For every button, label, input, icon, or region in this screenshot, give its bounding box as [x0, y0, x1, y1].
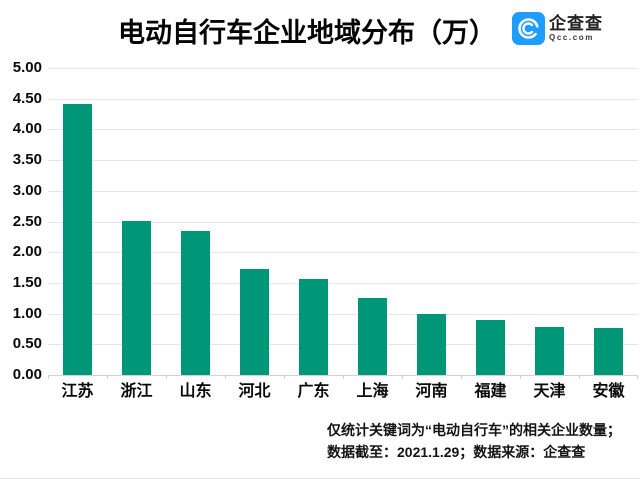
bar-山东 — [181, 231, 210, 375]
y-tick-label: 4.50 — [12, 90, 42, 107]
axis-tick — [520, 375, 521, 379]
qcc-logo-text: 企查查 Qcc.com — [549, 12, 603, 43]
axis-tick — [579, 375, 580, 379]
axis-tick — [225, 375, 226, 379]
qcc-logo-icon — [512, 12, 545, 50]
y-tick-label: 1.50 — [12, 274, 42, 291]
y-tick-label: 0.50 — [12, 335, 42, 352]
bar-天津 — [535, 327, 564, 375]
qcc-logo: 企查查 Qcc.com — [512, 12, 603, 50]
gridline — [48, 252, 638, 253]
bar-福建 — [476, 320, 505, 375]
footnote: 仅统计关键词为“电动自行车”的相关企业数量； 数据截至：2021.1.29；数据… — [327, 419, 621, 463]
x-tick-label: 河北 — [238, 383, 271, 400]
axis-tick — [637, 375, 638, 379]
axis-tick — [48, 375, 49, 379]
x-tick-label: 河南 — [415, 383, 448, 400]
gridline — [48, 344, 638, 345]
bar-江苏 — [63, 104, 92, 375]
axis-tick — [343, 375, 344, 379]
gridline — [48, 129, 638, 130]
y-tick-label: 2.50 — [12, 213, 42, 230]
x-tick-label: 福建 — [474, 383, 507, 400]
x-axis: 江苏 浙江 山东 河北 广东 上海 河南 福建 天津 安徽 — [48, 382, 638, 402]
x-tick-label: 江苏 — [61, 383, 94, 400]
y-tick-label: 4.00 — [12, 120, 42, 137]
bar-上海 — [358, 298, 387, 375]
axis-tick — [402, 375, 403, 379]
footnote-line2: 数据截至：2021.1.29；数据来源：企查查 — [327, 444, 586, 460]
bar-河南 — [417, 314, 446, 375]
footnote-line1: 仅统计关键词为“电动自行车”的相关企业数量； — [327, 422, 621, 438]
y-tick-label: 3.00 — [12, 182, 42, 199]
x-tick-label: 广东 — [297, 383, 330, 400]
bar-河北 — [240, 269, 269, 375]
axis-tick — [284, 375, 285, 379]
bar-浙江 — [122, 221, 151, 375]
gridline — [48, 99, 638, 100]
y-tick-label: 5.00 — [12, 59, 42, 76]
y-tick-label: 2.00 — [12, 243, 42, 260]
qcc-logo-name: 企查查 — [549, 14, 603, 33]
axis-tick — [461, 375, 462, 379]
axis-tick — [107, 375, 108, 379]
x-tick-label: 浙江 — [120, 383, 153, 400]
gridline — [48, 191, 638, 192]
x-tick-label: 天津 — [533, 383, 566, 400]
x-tick-label: 上海 — [356, 383, 389, 400]
chart-title: 电动自行车企业地域分布（万） — [118, 18, 496, 48]
y-axis: 5.00 4.50 4.00 3.50 3.00 2.50 2.00 1.50 1.00 0.50… — [0, 60, 42, 383]
x-tick-label: 山东 — [179, 383, 212, 400]
gridline — [48, 283, 638, 284]
screenshot-bottom-border — [0, 478, 640, 479]
y-tick-label: 1.00 — [12, 305, 42, 322]
x-tick-label: 安徽 — [592, 383, 625, 400]
y-tick-label: 0.00 — [12, 366, 42, 383]
axis-tick — [166, 375, 167, 379]
y-tick-label: 3.50 — [12, 151, 42, 168]
gridline — [48, 160, 638, 161]
bar-广东 — [299, 279, 328, 375]
plot-area — [48, 68, 638, 379]
bar-安徽 — [594, 328, 623, 375]
qcc-logo-domain: Qcc.com — [549, 33, 594, 42]
gridline — [48, 68, 638, 69]
gridline — [48, 314, 638, 315]
gridline — [48, 222, 638, 223]
